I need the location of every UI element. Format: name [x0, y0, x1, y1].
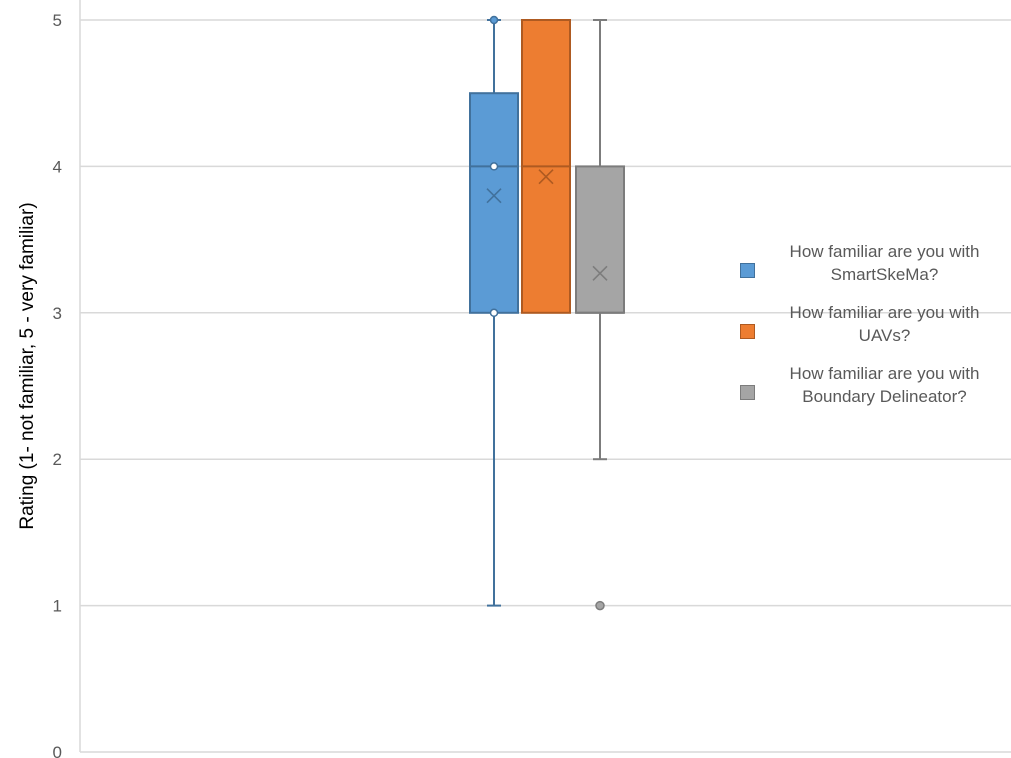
y-tick-label-0: 0	[53, 743, 62, 758]
y-tick-label-2: 2	[53, 450, 62, 469]
box-iqr	[575, 165, 625, 314]
legend-swatch-smartskema	[740, 263, 755, 278]
data-point	[489, 308, 499, 318]
legend-label: How familiar are you with Boundary Delin…	[767, 362, 1002, 408]
box-boundary-delineator	[575, 19, 625, 611]
y-tick-label-3: 3	[53, 304, 62, 323]
mean-marker-stroke-b	[486, 188, 502, 204]
data-point	[489, 162, 499, 171]
y-tick-label-1: 1	[53, 597, 62, 616]
legend-label-line1: How familiar are you with	[789, 303, 980, 322]
legend: How familiar are you with SmartSkeMa? Ho…	[740, 240, 1010, 423]
outlier-point	[595, 600, 605, 611]
y-tick-label-4: 4	[53, 157, 62, 176]
legend-label-line1: How familiar are you with	[789, 242, 980, 261]
box-series	[469, 15, 625, 611]
legend-item-uavs: How familiar are you with UAVs?	[740, 301, 1010, 347]
mean-marker-stroke-b	[592, 265, 608, 281]
box-iqr	[469, 92, 519, 314]
y-axis-label: Rating (1- not familiar, 5 - very famili…	[17, 202, 38, 529]
legend-label-line2: Boundary Delineator?	[802, 387, 967, 406]
legend-swatch-boundary-delineator	[740, 385, 755, 400]
legend-label-line2: UAVs?	[858, 326, 911, 345]
y-axis-ticks: 0 1 2 3 4 5	[53, 11, 62, 758]
box-uavs	[521, 19, 571, 314]
legend-item-smartskema: How familiar are you with SmartSkeMa?	[740, 240, 1010, 286]
legend-label-line2: SmartSkeMa?	[830, 265, 939, 284]
legend-label: How familiar are you with UAVs?	[767, 301, 1002, 347]
legend-swatch-uavs	[740, 324, 755, 339]
legend-label: How familiar are you with SmartSkeMa?	[767, 240, 1002, 286]
legend-item-boundary-delineator: How familiar are you with Boundary Delin…	[740, 362, 1010, 408]
mean-marker-stroke-b	[538, 169, 554, 185]
legend-label-line1: How familiar are you with	[789, 364, 980, 383]
box-smartskema	[469, 15, 519, 607]
data-point	[489, 15, 499, 25]
y-tick-label-5: 5	[53, 11, 62, 30]
